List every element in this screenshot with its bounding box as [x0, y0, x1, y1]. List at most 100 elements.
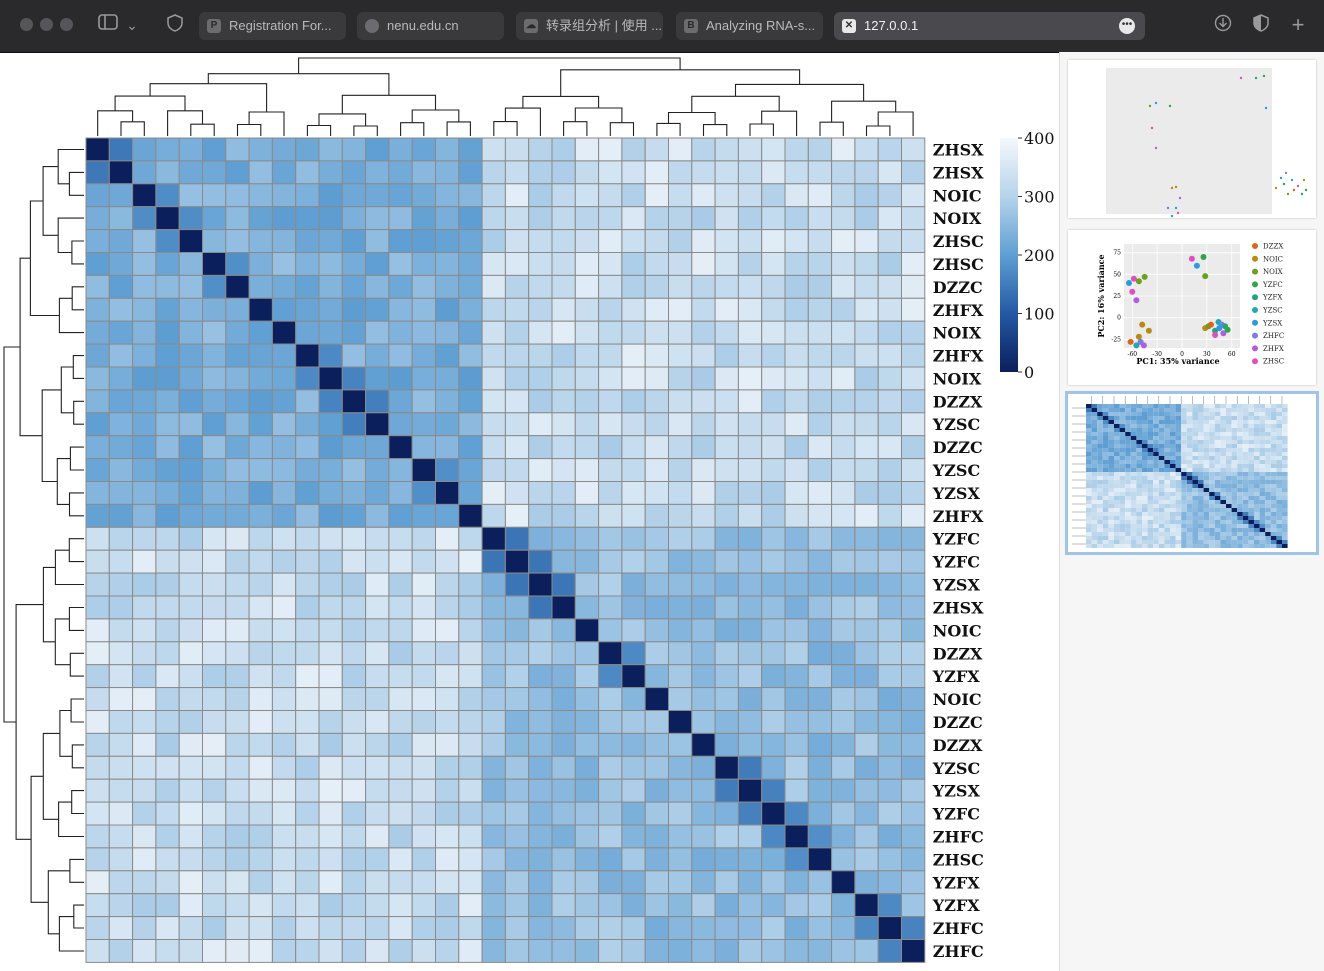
heatmap-mini-cell — [1153, 524, 1159, 528]
heatmap-cell — [574, 572, 600, 597]
heatmap-cell — [225, 526, 250, 551]
dendrogram-branch — [57, 217, 84, 254]
heatmap-mini-cell — [1097, 532, 1103, 536]
chevron-down-icon[interactable]: ⌄ — [126, 17, 138, 33]
new-tab-icon[interactable]: + — [1291, 12, 1305, 37]
download-icon[interactable] — [1211, 14, 1235, 36]
heatmap-cell — [108, 481, 134, 505]
heatmap-mini-cell — [1130, 472, 1137, 476]
pca-small-point — [1292, 188, 1296, 192]
heatmap-mini-cell — [1108, 520, 1114, 524]
heatmap-cell — [318, 526, 343, 551]
row-label: DZZC — [933, 438, 983, 457]
tab-localhost[interactable]: ✕ 127.0.0.1 ••• — [834, 12, 1145, 40]
heatmap-cell — [85, 664, 110, 689]
heatmap-mini-cell — [1226, 464, 1232, 468]
heatmap-mini-cell — [1175, 524, 1182, 528]
thumbnail-pca-plot-small[interactable] — [1068, 60, 1316, 222]
heatmap-mini-cell — [1175, 416, 1182, 420]
heatmap-mini-cell — [1170, 532, 1176, 536]
pca-plot-svg: PC1: 35% variance PC2: 16% variance -60-… — [1096, 243, 1284, 367]
sidebar-toggle-icon[interactable] — [96, 14, 120, 36]
heatmap-cell — [225, 801, 250, 826]
heatmap-mini-cell — [1091, 412, 1098, 416]
heatmap-cell — [132, 778, 157, 803]
heatmap-mini-cell — [1214, 484, 1221, 488]
heatmap-mini-cell — [1192, 452, 1198, 456]
heatmap-cell — [132, 435, 157, 460]
heatmap-cell — [458, 274, 483, 299]
heatmap-cell — [271, 252, 297, 276]
thumbnail-pca-plot[interactable]: PC1: 35% variance PC2: 16% variance -60-… — [1068, 230, 1316, 385]
heatmap-cell — [807, 618, 833, 643]
minimize-window-button[interactable] — [40, 18, 53, 31]
heatmap-cell — [831, 618, 856, 643]
zoom-window-button[interactable] — [60, 18, 73, 31]
heatmap-mini-cell — [1237, 464, 1243, 468]
heatmap-cell — [481, 664, 506, 689]
privacy-shield-icon[interactable] — [1249, 14, 1273, 36]
heatmap-cell — [271, 893, 297, 918]
dendrogram-branch — [411, 109, 460, 123]
heatmap-mini-cell — [1276, 480, 1282, 484]
close-window-button[interactable] — [20, 18, 33, 31]
pca-small-point — [1286, 192, 1290, 196]
heatmap-cell — [761, 229, 786, 254]
heatmap-cell — [831, 732, 856, 757]
heatmap-mini-cell — [1164, 524, 1170, 528]
heatmap-cell — [737, 526, 763, 551]
heatmap-mini-cell — [1170, 420, 1176, 424]
heatmap-cell — [248, 160, 273, 185]
heatmap-mini-cell — [1209, 540, 1215, 544]
heatmap-mini-cell — [1136, 520, 1142, 524]
heatmap-cell — [225, 206, 250, 231]
heatmap-mini-cell — [1254, 488, 1260, 492]
heatmap-mini-cell — [1226, 528, 1232, 532]
heatmap-mini-cell — [1164, 448, 1170, 452]
heatmap-cell — [737, 481, 763, 505]
more-options-icon[interactable]: ••• — [1119, 18, 1135, 34]
heatmap-mini-cell — [1203, 484, 1210, 488]
heatmap-mini-cell — [1209, 480, 1215, 484]
heatmap-cell — [854, 526, 879, 551]
tab-registration[interactable]: P Registration For... — [199, 12, 346, 40]
heatmap-mini-cell — [1242, 508, 1249, 512]
heatmap-mini-cell — [1276, 512, 1282, 516]
heatmap-mini-cell — [1226, 480, 1232, 484]
thumbnail-heatmap[interactable] — [1065, 391, 1319, 555]
heatmap-cell — [435, 572, 460, 597]
tab-nenu[interactable]: nenu.edu.cn — [357, 12, 504, 40]
heatmap-cell — [901, 252, 926, 276]
heatmap-mini-cell — [1147, 476, 1154, 480]
close-tab-icon[interactable]: ✕ — [842, 19, 856, 33]
heatmap-cell — [85, 503, 110, 528]
heatmap-cell — [271, 801, 297, 826]
heatmap-cell — [108, 870, 134, 895]
heatmap-cell — [621, 641, 646, 666]
heatmap-mini-cell — [1254, 412, 1260, 416]
heatmap-cell — [481, 710, 506, 734]
heatmap-mini-cell — [1091, 464, 1098, 468]
heatmap-cell — [901, 320, 926, 345]
shield-icon[interactable] — [163, 14, 187, 36]
heatmap-cell — [528, 389, 553, 414]
heatmap-cell — [248, 274, 273, 299]
heatmap-cell — [668, 755, 693, 780]
heatmap-mini-cell — [1276, 520, 1282, 524]
tab-transcriptome[interactable]: ☁ 转录组分析 | 使用 ... — [516, 12, 663, 40]
heatmap-cell — [714, 618, 739, 643]
tab-analyzing-rnaseq[interactable]: B Analyzing RNA-s... — [676, 12, 823, 40]
heatmap-cell — [574, 206, 600, 231]
heatmap-cell — [295, 687, 320, 711]
heatmap-mini-cell — [1214, 444, 1221, 448]
heatmap-mini-cell — [1237, 448, 1243, 452]
heatmap-cell — [178, 343, 203, 368]
heatmap-mini-cell — [1282, 528, 1288, 532]
heatmap-mini-cell — [1192, 432, 1198, 436]
dendrogram-branch — [71, 744, 84, 769]
heatmap-mini-cell — [1220, 412, 1226, 416]
heatmap-cell — [528, 343, 553, 368]
heatmap-cell — [155, 389, 180, 414]
heatmap-cell — [365, 641, 390, 666]
heatmap-cell — [481, 320, 506, 345]
